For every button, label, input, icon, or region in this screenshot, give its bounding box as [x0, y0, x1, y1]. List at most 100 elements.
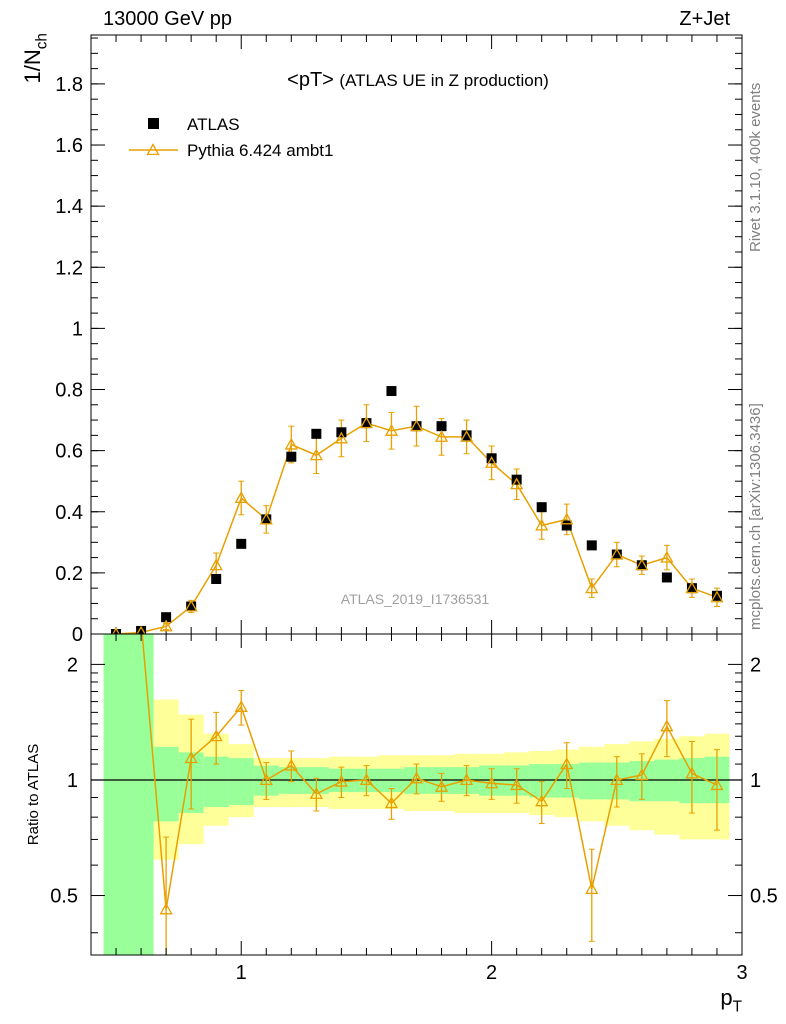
ratio-data-point — [459, 773, 474, 786]
ratio-data-point — [585, 882, 599, 895]
x-tick-label: 2 — [486, 962, 497, 984]
ratio-data-point — [234, 700, 248, 712]
atlas-data-point — [136, 625, 147, 634]
y-tick-label: 1.8 — [55, 74, 83, 96]
atlas-data-point — [161, 612, 172, 623]
atlas-data-point — [261, 514, 272, 525]
ratio-data-point — [434, 779, 449, 792]
atlas-data-point — [436, 421, 447, 432]
pythia-data-point — [685, 581, 699, 594]
pythia-data-point — [409, 419, 424, 432]
rivet-version-label: Rivet 3.1.10, 400k events — [747, 82, 764, 252]
pythia-data-point — [234, 491, 248, 504]
x-axis-label: pT — [720, 985, 742, 1016]
ratio-y-tick-label-left: 2 — [67, 654, 78, 676]
ratio-data-point — [485, 776, 499, 789]
main-data — [111, 386, 724, 634]
atlas-data-point — [586, 540, 597, 551]
atlas-data-point — [111, 629, 122, 634]
ratio-data-point — [635, 768, 649, 781]
ratio-data-point — [535, 794, 549, 807]
ratio-data-point — [184, 751, 198, 764]
ratio-data — [136, 615, 724, 955]
ratio-y-tick-label-right: 0.5 — [750, 886, 778, 908]
ratio-data-point — [159, 902, 173, 915]
mcplots-label: mcplots.cern.ch [arXiv:1306.3436] — [747, 403, 764, 630]
pythia-data-point — [535, 518, 549, 531]
ratio-data-point — [284, 758, 298, 771]
pythia-data-point — [209, 558, 223, 571]
ratio-data-point — [710, 778, 724, 791]
pythia-data-point — [660, 550, 674, 563]
y-tick-label: 0.8 — [55, 380, 83, 402]
pythia-data-point — [635, 558, 649, 571]
atlas-data-point — [686, 583, 697, 594]
y-tick-label: 0 — [72, 624, 83, 646]
pythia-data-point — [510, 477, 524, 490]
atlas-data-point — [411, 421, 422, 432]
ratio-frame — [90, 633, 743, 956]
ratio-data-point — [610, 773, 624, 786]
atlas-data-point — [661, 572, 672, 583]
ratio-data-point — [409, 771, 424, 784]
pythia-data-point — [184, 599, 198, 612]
ratio-data-point — [359, 773, 374, 786]
pythia-data-point — [334, 431, 348, 444]
atlas-data-point — [636, 560, 647, 571]
atlas-data-point — [536, 502, 547, 513]
header-left-label: 13000 GeV pp — [103, 8, 232, 30]
analysis-watermark: ATLAS_2019_I1736531 — [341, 591, 490, 607]
ratio-y-tick-label-right: 2 — [750, 654, 761, 676]
pythia-data-point — [710, 590, 724, 603]
pythia-data-point — [259, 512, 273, 525]
ratio-y-axis-label: Ratio to ATLAS — [25, 744, 42, 845]
y-tick-label: 1.6 — [55, 135, 83, 157]
pythia-data-point — [459, 430, 474, 442]
atlas-data-point — [711, 590, 722, 601]
stat-band — [128, 634, 154, 955]
atlas-data-point — [386, 386, 397, 397]
legend-atlas-label: ATLAS — [187, 115, 240, 134]
pythia-data-point — [136, 625, 146, 634]
atlas-data-point — [236, 538, 247, 549]
legend-atlas-marker — [148, 118, 159, 129]
y-tick-label: 0.2 — [55, 563, 83, 585]
ratio-data-point — [259, 773, 273, 786]
atlas-data-point — [186, 601, 197, 612]
main-y-ticks: 0 0.2 0.4 0.6 0.8 1 1.2 1.4 1.6 1.8 — [55, 35, 743, 646]
pythia-data-point — [585, 581, 599, 594]
pythia-data-point — [485, 456, 499, 468]
stat-band — [579, 762, 605, 800]
atlas-data-point — [361, 418, 372, 429]
ratio-bands — [103, 634, 730, 955]
ratio-panel: 0.5 0.5 1 1 2 2 1 2 3 Ratio to ATLAS pT — [25, 615, 778, 1016]
pythia-data-point — [309, 448, 323, 461]
y-tick-label: 0.6 — [55, 441, 83, 463]
ratio-data-point — [309, 787, 323, 799]
main-panel: <pT> (ATLAS UE in Z production) ATLAS_201… — [20, 33, 743, 646]
ratio-data-point — [660, 719, 674, 732]
pythia-data-point — [284, 437, 298, 450]
pythia-data-point — [159, 619, 173, 632]
atlas-data-point — [611, 549, 622, 560]
ratio-data-point — [510, 778, 524, 791]
ratio-y-tick-label-right: 1 — [750, 770, 761, 792]
y-tick-label: 1 — [72, 318, 83, 340]
ratio-data-point — [384, 796, 399, 809]
ratio-data-point — [334, 774, 348, 787]
ratio-y-tick-label-left: 1 — [67, 770, 78, 792]
legend: ATLAS Pythia 6.424 ambt1 — [129, 115, 333, 160]
pythia-data-point — [359, 416, 374, 429]
pythia-data-point — [384, 423, 399, 436]
atlas-data-point — [211, 573, 222, 584]
ratio-data-point — [209, 729, 223, 742]
ratio-data-point — [685, 766, 699, 779]
x-tick-label: 1 — [236, 962, 247, 984]
x-tick-label: 3 — [736, 962, 747, 984]
pythia-data-point — [112, 627, 120, 634]
legend-pythia-label: Pythia 6.424 ambt1 — [187, 141, 333, 160]
y-tick-label: 0.4 — [55, 502, 83, 524]
plot-title: <pT> (ATLAS UE in Z production) — [287, 69, 549, 91]
ratio-data-point — [136, 615, 147, 625]
